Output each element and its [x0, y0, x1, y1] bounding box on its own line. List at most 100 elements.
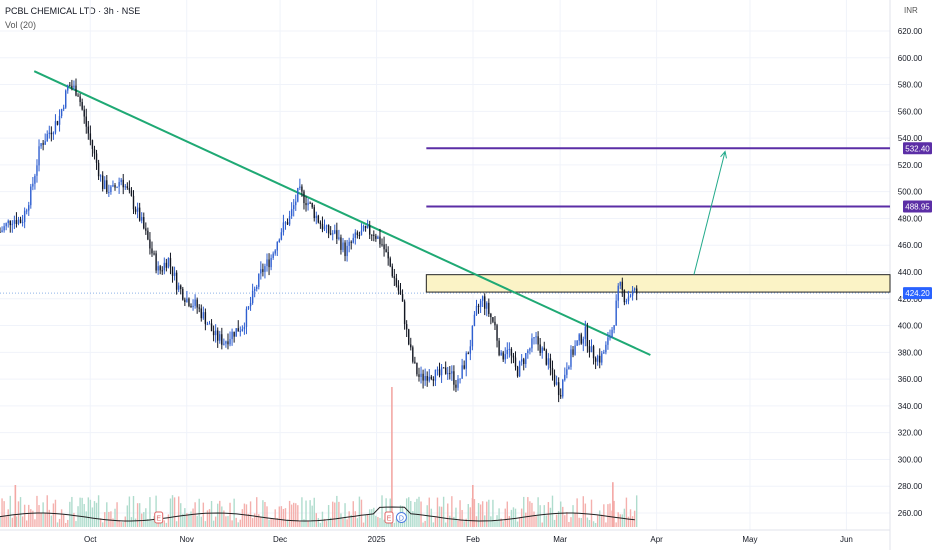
candle-body [99, 175, 102, 177]
candle-body [114, 185, 116, 188]
y-tick-label: 320.00 [898, 429, 923, 438]
volume-bar [177, 496, 180, 527]
candle-body [95, 153, 98, 163]
candle-body [502, 352, 504, 360]
candle-body [405, 324, 408, 330]
candle-body [568, 366, 570, 370]
volume-bar [621, 514, 624, 527]
candle-body [25, 210, 28, 212]
x-tick-label: Dec [273, 535, 287, 544]
volume-bar [395, 518, 398, 527]
candle-body [615, 300, 617, 326]
candle-body [424, 376, 426, 381]
volume-bar [574, 513, 576, 527]
candle-body [360, 230, 363, 236]
volume-bar [366, 514, 369, 527]
volume-bar [397, 517, 400, 527]
y-tick-label: 260.00 [898, 509, 923, 518]
candle-body [30, 186, 32, 206]
volume-bar [594, 522, 597, 527]
y-tick-label: 440.00 [898, 268, 923, 277]
candle-body [48, 132, 50, 134]
volume-bar [588, 519, 591, 527]
candle-body [69, 85, 71, 87]
candle-body [155, 253, 157, 271]
volume-bar [85, 511, 87, 527]
candle-body [303, 191, 305, 204]
candle-body [570, 349, 572, 367]
volume-bar [130, 517, 133, 527]
candle-body [188, 298, 190, 306]
candle-body [623, 289, 626, 303]
volume-bar [258, 514, 260, 527]
candle-body [268, 259, 270, 268]
volume-bar [149, 497, 151, 527]
y-tick-label: 480.00 [898, 214, 923, 223]
volume-bar [292, 502, 295, 527]
volume-bar [525, 512, 527, 527]
projection-arrow [693, 150, 727, 275]
candle-body [126, 186, 129, 189]
volume-bar [182, 513, 184, 527]
candle-body [217, 330, 219, 341]
volume-bar [48, 509, 50, 527]
volume-bar [313, 497, 315, 527]
candle-body [601, 353, 603, 363]
volume-bar [523, 496, 525, 527]
candle-body [484, 296, 486, 309]
candle-body [7, 220, 9, 224]
volume-bar [428, 497, 430, 527]
candle-body [54, 121, 57, 133]
volume-bar [416, 498, 418, 527]
volume-bar [383, 519, 385, 527]
candle-body [141, 217, 143, 221]
candle-body [418, 374, 420, 377]
candle-body [368, 225, 371, 235]
candle-body [196, 299, 198, 308]
candle-body [599, 355, 601, 363]
volume-bar [539, 505, 541, 527]
volume-bar [332, 501, 334, 527]
candle-body [116, 186, 118, 188]
volume-bar [40, 512, 42, 527]
event-marker-glyph: D [399, 516, 404, 523]
volume-bar [405, 498, 408, 527]
volume-indicator-label[interactable]: Vol (20) [5, 20, 37, 30]
candle-body [465, 353, 467, 369]
volume-bar [529, 501, 531, 527]
volume-bar [543, 505, 545, 527]
volume-bar [584, 503, 587, 527]
candle-body [496, 325, 498, 341]
volume-bar [153, 516, 155, 527]
volume-bar [590, 499, 593, 527]
candle-body [235, 328, 237, 337]
volume-bar [198, 498, 200, 527]
candle-body [292, 205, 295, 210]
volume-bar [101, 522, 104, 527]
volume-bar [516, 521, 519, 527]
volume-bar [110, 511, 112, 527]
candle-body [451, 371, 453, 374]
volume-bar [486, 501, 488, 527]
candle-body [190, 305, 192, 308]
candle-body [9, 220, 11, 226]
volume-bar [151, 520, 153, 527]
volume-bar [373, 507, 375, 527]
volume-bar [609, 503, 611, 527]
volume-bar [157, 521, 159, 527]
x-tick-label: Nov [180, 535, 194, 544]
event-marker-glyph: E [156, 516, 161, 523]
volume-bar [38, 505, 40, 527]
candle-body [83, 109, 85, 117]
candle-body [442, 367, 445, 369]
volume-bar [0, 516, 1, 527]
volume-bar [297, 505, 299, 527]
candle-body [354, 232, 357, 238]
volume-bar [564, 515, 566, 527]
volume-bar [342, 518, 344, 527]
volume-bar [165, 522, 168, 527]
candle-body [403, 301, 406, 325]
volume-ma-line [0, 506, 635, 522]
volume-bar [169, 498, 172, 527]
